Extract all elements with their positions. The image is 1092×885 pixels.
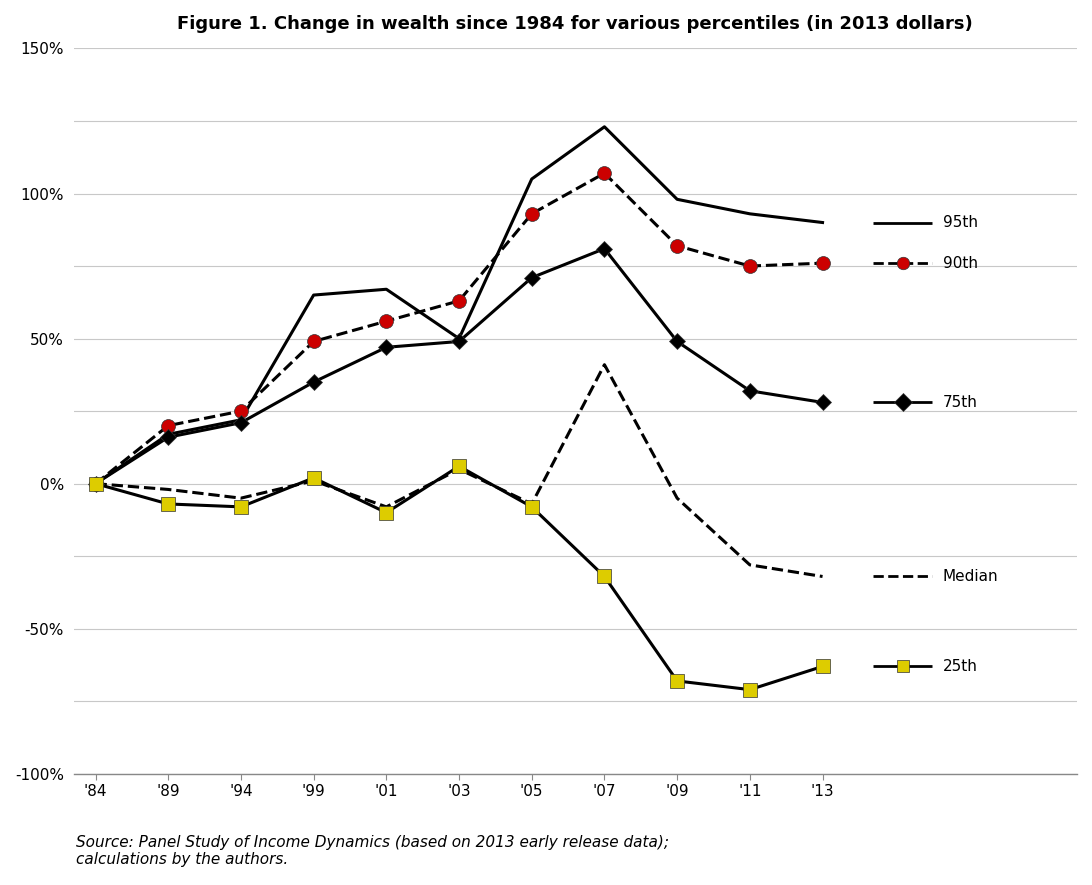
Text: 95th: 95th [942,215,977,230]
Text: 25th: 25th [942,659,977,674]
Text: 90th: 90th [942,256,977,271]
Text: 75th: 75th [942,395,977,410]
Text: Source: Panel Study of Income Dynamics (based on 2013 early release data);
calcu: Source: Panel Study of Income Dynamics (… [76,835,669,867]
Text: Median: Median [942,569,998,584]
Title: Figure 1. Change in wealth since 1984 for various percentiles (in 2013 dollars): Figure 1. Change in wealth since 1984 fo… [178,15,973,33]
